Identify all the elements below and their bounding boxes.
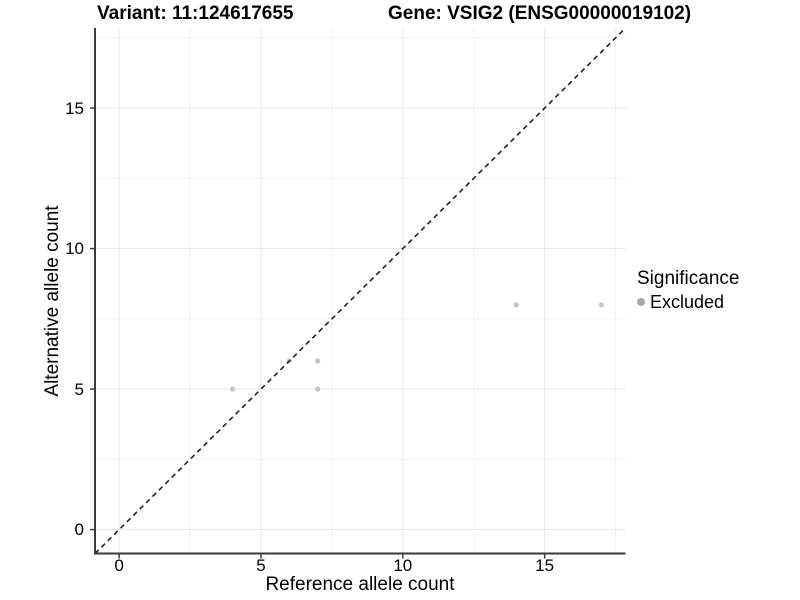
- data-point: [598, 302, 604, 308]
- major-gridlines: [95, 28, 626, 554]
- plot-title-gene: Gene: VSIG2 (ENSG00000019102): [388, 3, 692, 24]
- data-point: [315, 386, 321, 392]
- minor-gridlines: [95, 28, 626, 554]
- legend-key-dot-icon: [637, 298, 645, 306]
- legend-item-excluded: Excluded: [637, 292, 739, 312]
- tick-marks: [90, 107, 546, 559]
- x-tick-label: 15: [535, 556, 555, 575]
- x-tick-label: 0: [114, 556, 124, 575]
- x-axis-title: Reference allele count: [265, 574, 455, 595]
- scatter-points: [229, 302, 604, 392]
- data-point: [315, 358, 321, 364]
- plot-title-variant: Variant: 11:124617655: [97, 3, 294, 24]
- data-point: [229, 386, 236, 392]
- y-tick-label: 0: [74, 520, 84, 540]
- x-tick-label: 10: [393, 556, 413, 575]
- y-tick-label: 10: [65, 239, 84, 259]
- legend: Significance Excluded: [637, 268, 739, 312]
- axis-lines: [94, 28, 626, 555]
- legend-item-label: Excluded: [650, 292, 725, 312]
- x-tick-label: 5: [256, 556, 266, 575]
- identity-line: [94, 27, 627, 555]
- y-axis-title: Alternative allele count: [42, 205, 63, 397]
- legend-title: Significance: [637, 268, 740, 289]
- y-tick-label: 15: [65, 98, 84, 118]
- y-tick-label: 5: [74, 379, 84, 399]
- data-point: [513, 302, 519, 308]
